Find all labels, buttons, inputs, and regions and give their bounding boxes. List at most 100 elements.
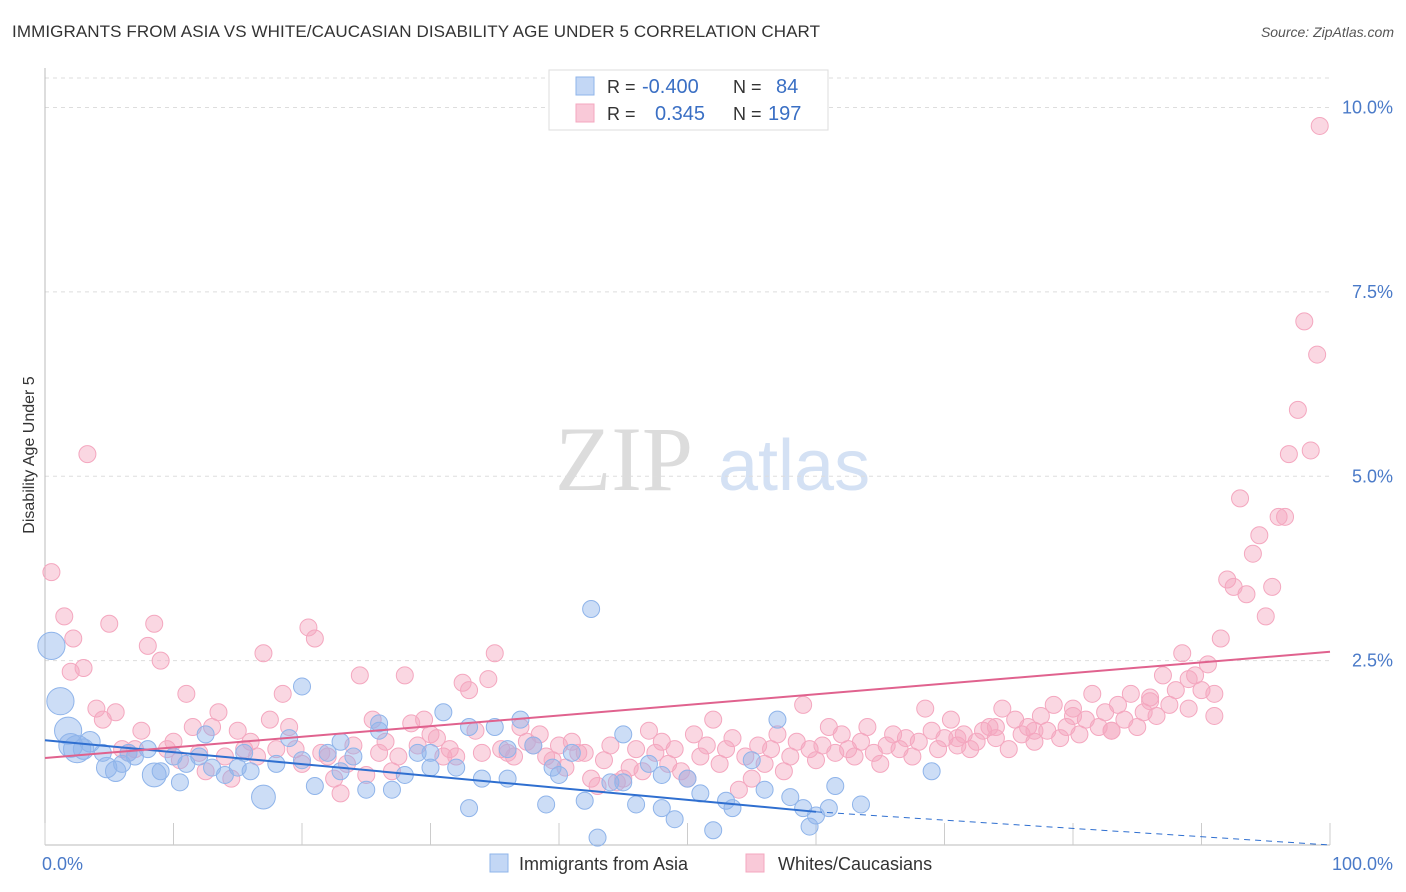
asia-point-14 xyxy=(190,747,209,766)
white-point-47 xyxy=(350,666,369,685)
white-point-200 xyxy=(1141,692,1160,711)
asia-point-51 xyxy=(652,799,671,818)
white-point-100 xyxy=(691,747,710,766)
white-point-101 xyxy=(697,736,716,755)
asia-point-54 xyxy=(691,784,710,803)
white-point-40 xyxy=(305,629,324,648)
asia-point-73 xyxy=(141,762,167,788)
chart-title: IMMIGRANTS FROM ASIA VS WHITE/CAUCASIAN … xyxy=(12,22,821,41)
white-point-139 xyxy=(941,710,960,729)
asia-point-36 xyxy=(460,799,479,818)
white-point-20 xyxy=(177,684,196,703)
x-tick-label-1: 100.0% xyxy=(1332,854,1393,874)
white-point-187 xyxy=(1250,526,1269,545)
white-point-167 xyxy=(1121,684,1140,703)
white-point-13 xyxy=(132,721,151,740)
asia-point-74 xyxy=(196,725,215,744)
asia-point-11 xyxy=(151,762,170,781)
white-point-106 xyxy=(729,780,748,799)
asia-point-60 xyxy=(768,710,787,729)
asia-point-66 xyxy=(826,777,845,795)
asia-point-55 xyxy=(704,821,723,840)
white-point-192 xyxy=(1279,445,1298,464)
asia-point-56 xyxy=(717,791,736,810)
white-point-172 xyxy=(1153,666,1172,685)
asia-point-38 xyxy=(485,718,504,736)
asia-point-84 xyxy=(652,765,671,784)
white-point-34 xyxy=(267,740,286,759)
asia-point-32 xyxy=(408,743,427,762)
trend-line-white xyxy=(44,650,1331,759)
white-point-188 xyxy=(1256,607,1275,626)
y-tick-label-1: 5.0% xyxy=(1352,466,1393,486)
asia-point-30 xyxy=(382,780,401,799)
white-point-174 xyxy=(1166,681,1185,700)
legend-swatch-asia xyxy=(575,76,595,96)
asia-point-46 xyxy=(588,828,607,847)
legend-r-value-asia: -0.400 xyxy=(642,76,699,98)
y-axis-label: Disability Age Under 5 xyxy=(21,376,38,534)
asia-point-61 xyxy=(781,788,800,807)
asia-point-28 xyxy=(357,780,376,799)
asia-point-57 xyxy=(723,799,742,818)
asia-point-19 xyxy=(241,762,260,781)
asia-point-67 xyxy=(851,795,870,814)
trend-lines xyxy=(44,650,1331,846)
white-point-4 xyxy=(74,659,93,677)
white-point-155 xyxy=(1044,695,1063,714)
white-point-205 xyxy=(948,729,967,748)
white-point-15 xyxy=(145,614,164,633)
white-point-1 xyxy=(55,607,74,626)
white-point-128 xyxy=(871,754,890,773)
white-point-112 xyxy=(768,725,787,744)
legend-r-value-white: 0.345 xyxy=(655,103,705,125)
white-point-66 xyxy=(472,743,491,762)
asia-point-78 xyxy=(370,714,389,733)
white-point-54 xyxy=(395,666,414,685)
white-point-179 xyxy=(1198,655,1217,674)
white-point-201 xyxy=(1102,721,1121,740)
asia-point-58 xyxy=(742,751,761,770)
white-point-8 xyxy=(100,614,119,633)
white-point-3 xyxy=(64,629,83,648)
white-point-135 xyxy=(916,699,935,718)
white-point-18 xyxy=(164,732,183,751)
white-point-51 xyxy=(376,732,395,751)
white-point-198 xyxy=(1205,706,1224,725)
white-point-32 xyxy=(254,644,273,663)
asia-point-53 xyxy=(678,769,697,788)
chart-source: Source: ZipAtlas.com xyxy=(1260,24,1394,40)
asia-point-63 xyxy=(800,817,819,836)
white-point-14 xyxy=(138,636,157,655)
white-point-9 xyxy=(106,703,125,722)
white-point-156 xyxy=(1051,729,1070,748)
white-point-180 xyxy=(1205,684,1224,703)
white-point-147 xyxy=(993,699,1012,718)
white-point-39 xyxy=(299,618,318,637)
white-point-81 xyxy=(569,743,588,762)
white-point-92 xyxy=(639,721,658,740)
asia-point-81 xyxy=(498,740,517,759)
white-point-63 xyxy=(453,673,472,692)
y-tick-label-3: 10.0% xyxy=(1342,98,1393,118)
white-point-202 xyxy=(1064,706,1082,725)
white-point-35 xyxy=(273,684,292,703)
white-point-5 xyxy=(78,445,97,464)
axes xyxy=(44,68,1331,846)
series-asia xyxy=(37,600,941,847)
white-point-61 xyxy=(440,740,459,759)
white-point-83 xyxy=(582,769,601,788)
legend-swatch-white xyxy=(575,103,595,123)
asia-point-27 xyxy=(344,747,363,766)
white-point-96 xyxy=(665,740,684,759)
asia-point-50 xyxy=(639,754,658,773)
white-point-185 xyxy=(1237,585,1256,604)
asia-point-0 xyxy=(37,631,66,660)
legend-n-value-asia: 84 xyxy=(776,76,798,98)
white-point-44 xyxy=(331,784,350,803)
y-tick-label-2: 7.5% xyxy=(1352,282,1393,302)
white-point-68 xyxy=(485,644,504,663)
x-tick-label-0: 0.0% xyxy=(42,854,83,874)
white-point-191 xyxy=(1276,507,1295,526)
